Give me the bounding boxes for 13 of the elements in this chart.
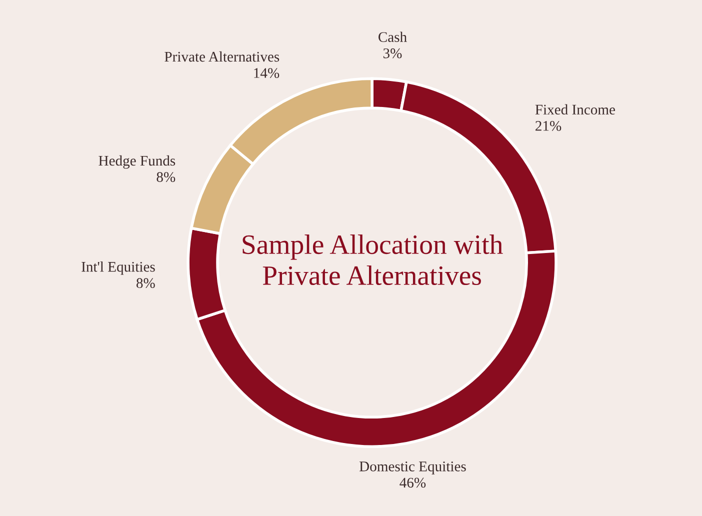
- slice-label: Cash: [378, 32, 407, 42]
- data-label: 8%: [136, 278, 155, 288]
- slice-label: Int'l Equities: [82, 261, 155, 275]
- data-label: 46%: [400, 478, 426, 488]
- slice-label: Private Alternatives: [164, 51, 280, 62]
- data-label: 14%: [254, 68, 280, 78]
- slice-label: Domestic Equities: [359, 462, 466, 474]
- data-label: 3%: [383, 48, 402, 58]
- text: Sample Allocation with Private Alternatives: [242, 234, 503, 286]
- data-label: 8%: [156, 172, 176, 182]
- data-label: 21%: [536, 120, 562, 131]
- slice-label: Hedge Funds: [98, 155, 176, 169]
- slice-label: Fixed Income: [535, 104, 615, 115]
